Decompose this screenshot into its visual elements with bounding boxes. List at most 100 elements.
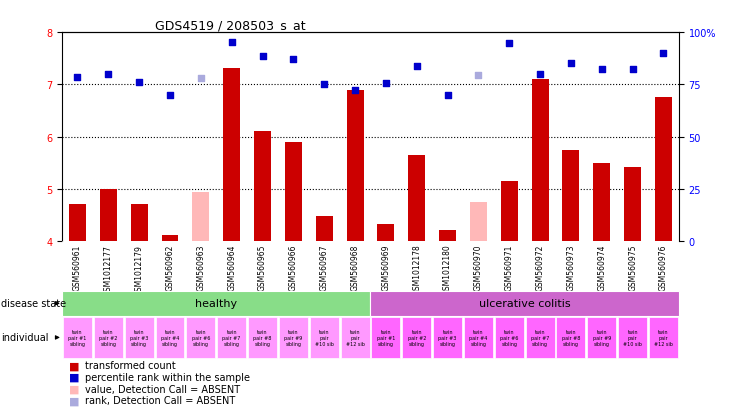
Text: GSM560976: GSM560976 (659, 244, 668, 290)
Text: twin
pair #8
sibling: twin pair #8 sibling (253, 329, 272, 346)
Bar (131, 204, 147, 242)
Text: twin
pair #6
sibling: twin pair #6 sibling (192, 329, 210, 346)
Text: ulcerative colitis: ulcerative colitis (479, 299, 571, 309)
Text: GSM1012177: GSM1012177 (104, 244, 113, 295)
Bar (526, 317, 555, 358)
Point (349, 87, 361, 94)
Text: twin
pair #1
sibling: twin pair #1 sibling (69, 329, 87, 346)
Text: ■: ■ (69, 395, 80, 405)
Text: ■: ■ (69, 361, 80, 370)
Text: transformed count: transformed count (85, 361, 176, 370)
Text: twin
pair #4
sibling: twin pair #4 sibling (469, 329, 488, 346)
Bar (371, 291, 679, 316)
Bar (69, 204, 86, 242)
Bar (618, 317, 647, 358)
Text: twin
pair #2
sibling: twin pair #2 sibling (99, 329, 118, 346)
Point (504, 40, 515, 47)
Text: individual: individual (1, 332, 48, 343)
Text: GSM560962: GSM560962 (166, 244, 174, 290)
Text: GSM1012179: GSM1012179 (134, 244, 144, 295)
Bar (655, 98, 672, 242)
Text: value, Detection Call = ABSENT: value, Detection Call = ABSENT (85, 384, 241, 394)
Bar (593, 164, 610, 242)
Text: GSM560968: GSM560968 (350, 244, 360, 290)
Text: twin
pair #7
sibling: twin pair #7 sibling (223, 329, 241, 346)
Text: twin
pair #3
sibling: twin pair #3 sibling (130, 329, 148, 346)
Point (411, 64, 423, 70)
Text: GSM560969: GSM560969 (381, 244, 391, 290)
Point (195, 76, 207, 82)
Point (164, 92, 176, 99)
Point (102, 71, 114, 78)
Bar (377, 225, 394, 242)
Bar (439, 230, 456, 242)
Bar (218, 317, 246, 358)
Bar (372, 317, 400, 358)
Bar (186, 317, 215, 358)
Bar (531, 80, 548, 242)
Bar (649, 317, 678, 358)
Bar (100, 190, 117, 242)
Bar (470, 202, 487, 242)
Bar (63, 317, 92, 358)
Text: twin
pair #7
sibling: twin pair #7 sibling (531, 329, 549, 346)
Bar (223, 69, 240, 242)
Text: twin
pair #3
sibling: twin pair #3 sibling (439, 329, 457, 346)
Bar (193, 192, 210, 242)
Text: twin
pair
#12 sib: twin pair #12 sib (345, 329, 364, 346)
Text: twin
pair #6
sibling: twin pair #6 sibling (500, 329, 518, 346)
Bar (155, 317, 185, 358)
Text: GSM560975: GSM560975 (628, 244, 637, 290)
Text: GSM560974: GSM560974 (597, 244, 607, 290)
Point (257, 53, 269, 60)
Bar (285, 142, 301, 242)
Text: twin
pair #9
sibling: twin pair #9 sibling (284, 329, 302, 346)
Text: GSM560963: GSM560963 (196, 244, 205, 290)
Bar (402, 317, 431, 358)
Text: ■: ■ (69, 372, 80, 382)
Bar (464, 317, 493, 358)
Bar (125, 317, 153, 358)
Point (472, 73, 484, 79)
Text: twin
pair #9
sibling: twin pair #9 sibling (593, 329, 611, 346)
Bar (161, 235, 178, 242)
Text: GSM560965: GSM560965 (258, 244, 267, 290)
Text: healthy: healthy (195, 299, 237, 309)
Bar (254, 132, 271, 242)
Text: twin
pair
#10 sib: twin pair #10 sib (623, 329, 642, 346)
Bar (624, 168, 641, 242)
Bar (316, 216, 333, 242)
Point (596, 66, 607, 73)
Point (226, 39, 237, 46)
Text: ■: ■ (69, 384, 80, 394)
Text: twin
pair #8
sibling: twin pair #8 sibling (562, 329, 580, 346)
Text: GSM1012178: GSM1012178 (412, 244, 421, 295)
Text: GSM560964: GSM560964 (227, 244, 237, 290)
Bar (94, 317, 123, 358)
Text: GSM560966: GSM560966 (289, 244, 298, 290)
Point (288, 57, 299, 64)
Point (380, 81, 392, 88)
Point (627, 66, 639, 73)
Text: GSM560972: GSM560972 (536, 244, 545, 290)
Text: GSM560973: GSM560973 (566, 244, 575, 290)
Text: percentile rank within the sample: percentile rank within the sample (85, 372, 250, 382)
Bar (248, 317, 277, 358)
Point (534, 71, 546, 78)
Text: rank, Detection Call = ABSENT: rank, Detection Call = ABSENT (85, 395, 236, 405)
Text: GSM560961: GSM560961 (73, 244, 82, 290)
Bar (310, 317, 339, 358)
Bar (501, 182, 518, 242)
Text: twin
pair #1
sibling: twin pair #1 sibling (377, 329, 395, 346)
Text: disease state: disease state (1, 299, 66, 309)
Bar (563, 150, 580, 242)
Bar (62, 291, 371, 316)
Bar (279, 317, 308, 358)
Point (565, 61, 577, 68)
Bar (495, 317, 523, 358)
Point (658, 50, 669, 57)
Bar (556, 317, 585, 358)
Bar (341, 317, 369, 358)
Text: GSM560970: GSM560970 (474, 244, 483, 290)
Text: twin
pair #4
sibling: twin pair #4 sibling (161, 329, 179, 346)
